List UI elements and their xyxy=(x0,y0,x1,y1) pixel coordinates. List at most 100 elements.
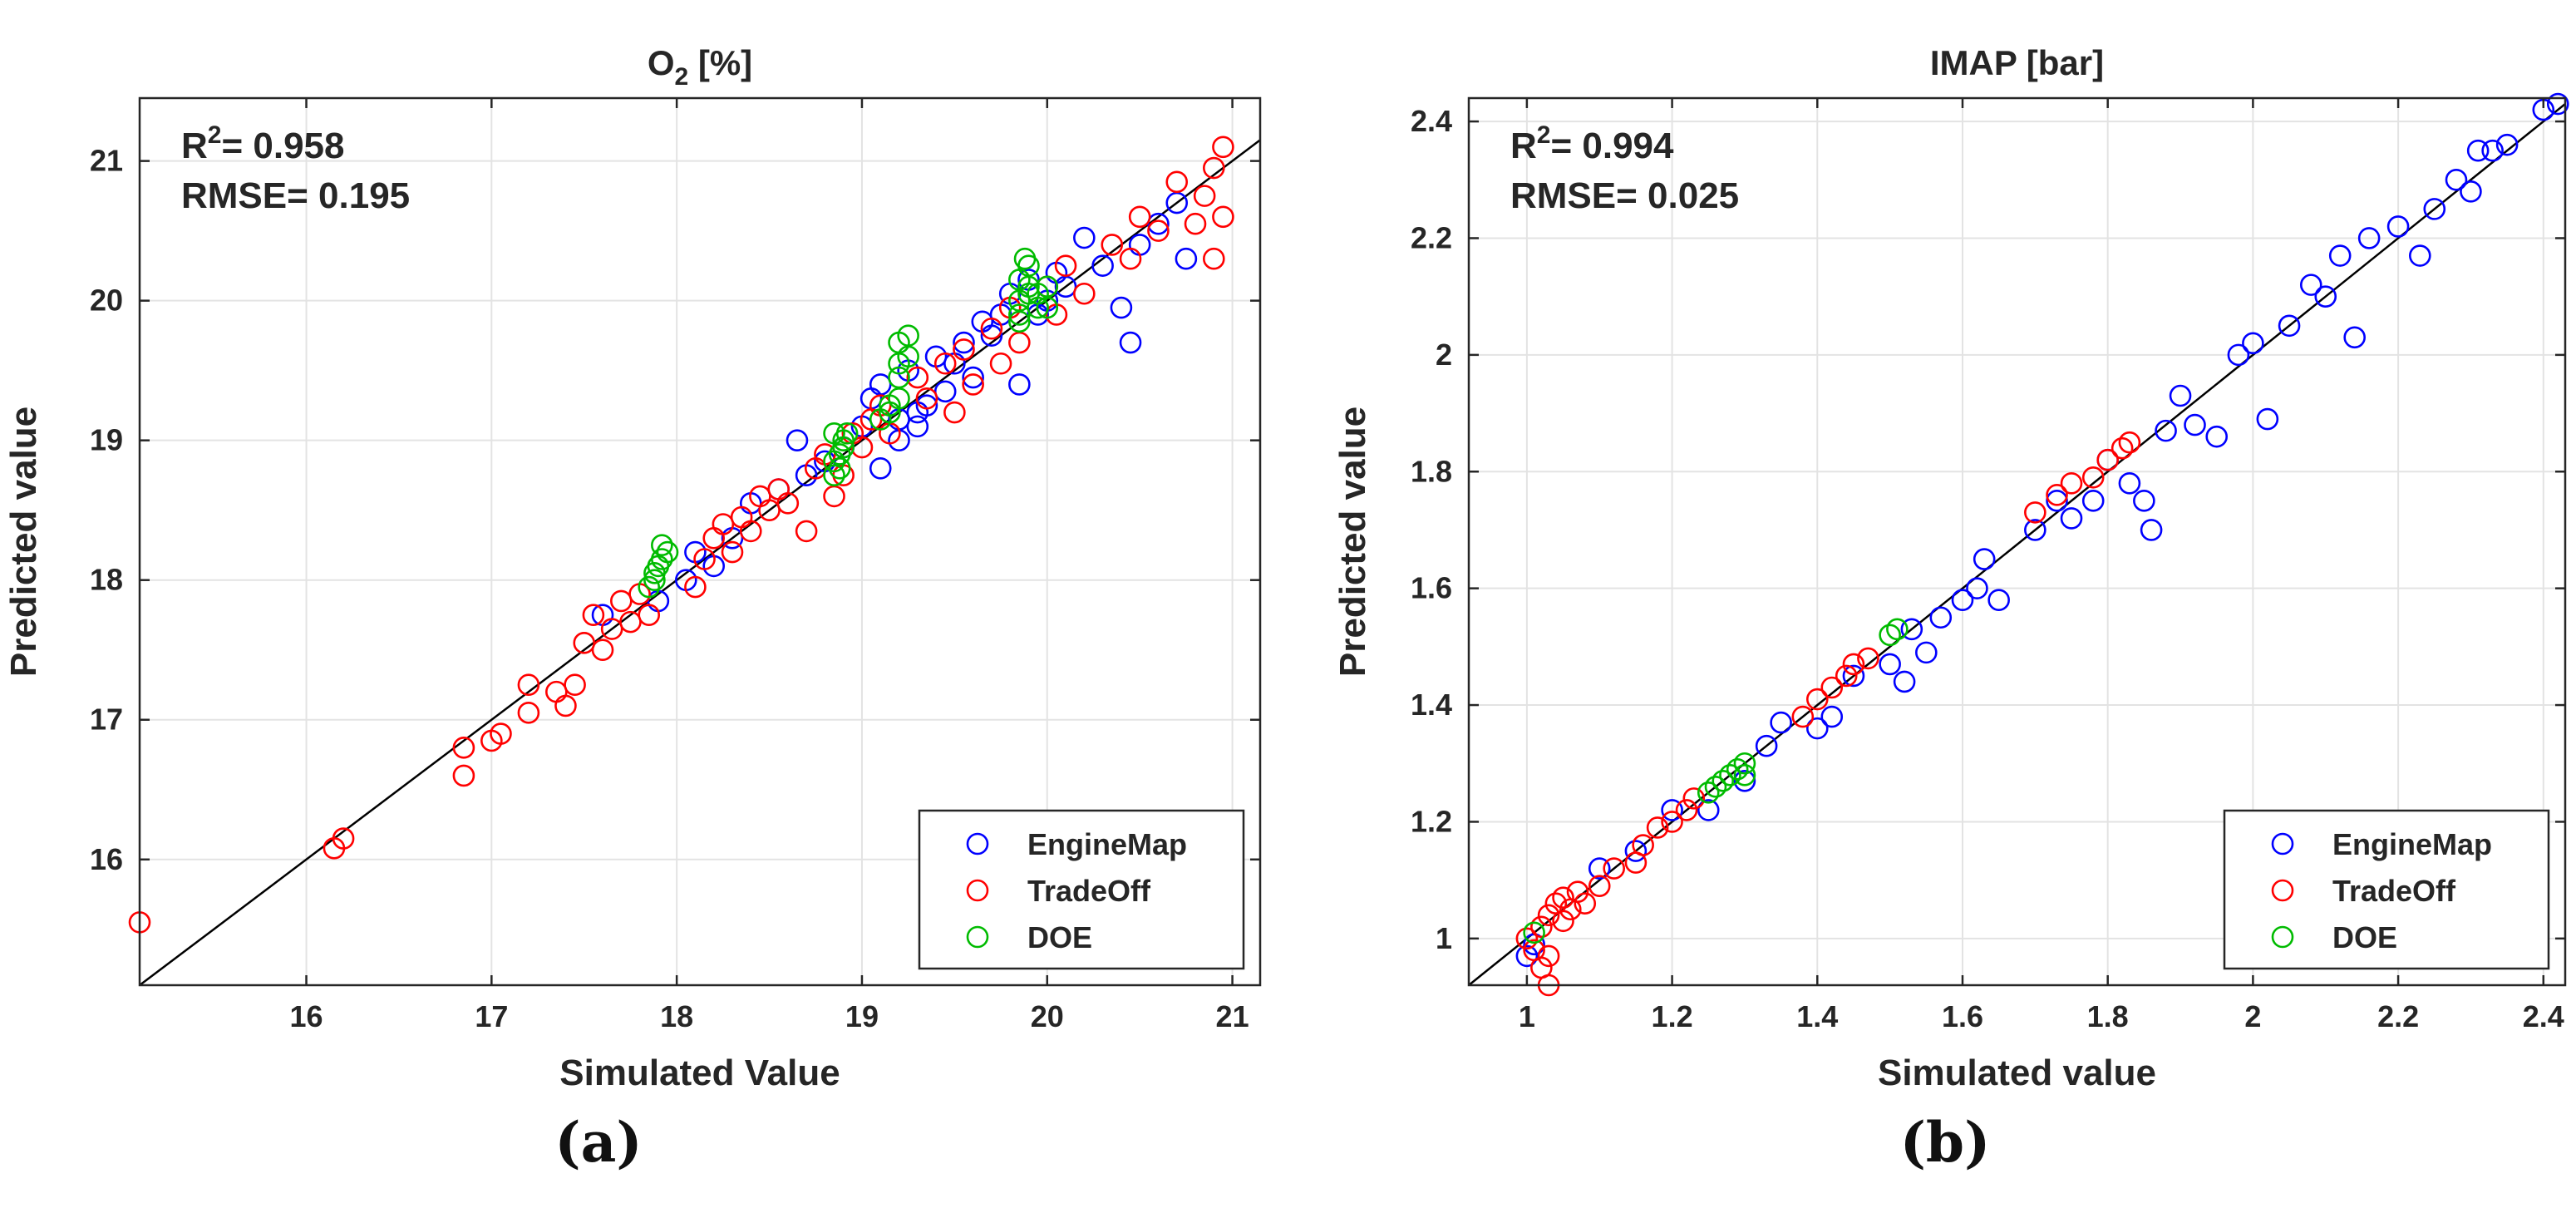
data-point xyxy=(1697,799,1720,821)
data-point xyxy=(2133,490,2155,512)
data-point xyxy=(2481,139,2504,162)
y-tick-label: 1 xyxy=(1436,921,1452,955)
series-doe xyxy=(638,247,1059,599)
data-point xyxy=(1175,247,1198,270)
data-point xyxy=(1733,763,1756,786)
data-point xyxy=(2184,413,2206,436)
data-point xyxy=(2046,484,2068,506)
data-point xyxy=(1008,310,1031,333)
data-point xyxy=(1212,136,1234,159)
data-point xyxy=(1973,548,1996,570)
data-point xyxy=(1202,247,1225,270)
data-point xyxy=(1951,589,1974,611)
data-point xyxy=(1624,840,1648,862)
data-point xyxy=(2096,448,2119,471)
data-point xyxy=(1893,670,1916,693)
data-point xyxy=(1212,205,1234,229)
legend-marker-doe xyxy=(2271,925,2294,949)
data-point xyxy=(2242,332,2264,355)
data-point xyxy=(721,540,744,564)
data-point xyxy=(2155,419,2177,442)
data-point xyxy=(1987,589,2010,611)
legend-label-doe: DOE xyxy=(2332,920,2397,954)
data-point xyxy=(1726,757,1749,781)
data-point xyxy=(943,401,966,424)
data-point xyxy=(1119,331,1142,354)
data-point xyxy=(739,520,762,543)
data-point xyxy=(1719,763,1741,786)
data-point xyxy=(1733,752,1756,775)
data-point xyxy=(795,520,818,543)
series-enginemap xyxy=(1515,92,2569,968)
data-point xyxy=(1770,711,1792,734)
data-point xyxy=(835,422,859,445)
data-point xyxy=(1879,653,1901,676)
legend-marker-tradeoff xyxy=(2271,879,2294,902)
data-point xyxy=(1900,618,1923,641)
data-point xyxy=(1119,247,1142,270)
data-point xyxy=(517,702,540,724)
data-point xyxy=(1755,734,1778,757)
data-point xyxy=(1537,904,1560,927)
data-point xyxy=(1523,921,1545,944)
x-tick-label: 1 xyxy=(1519,999,1535,1033)
y-tick-label: 2 xyxy=(1436,338,1452,372)
y-axis-label: Predicted value xyxy=(1332,407,1373,677)
data-point xyxy=(1704,776,1727,798)
data-point xyxy=(2495,133,2519,156)
data-point xyxy=(1574,892,1597,915)
data-point xyxy=(2024,501,2047,524)
data-point xyxy=(1552,886,1574,910)
y-tick-label: 2.2 xyxy=(1411,220,1452,254)
data-point xyxy=(1552,910,1574,933)
data-point xyxy=(2118,431,2141,454)
data-point xyxy=(452,764,475,787)
data-point xyxy=(2408,244,2431,267)
data-point xyxy=(915,387,938,410)
data-point xyxy=(693,548,716,570)
y-tick-label: 18 xyxy=(90,563,123,597)
data-point xyxy=(1530,915,1553,939)
chart-title: O2 [%] xyxy=(648,43,752,91)
data-point xyxy=(933,352,957,375)
data-point xyxy=(2256,407,2279,431)
data-point xyxy=(953,331,975,354)
data-point xyxy=(643,569,666,592)
chart-title: IMAP [bar] xyxy=(1930,43,2104,82)
data-point xyxy=(1712,770,1735,792)
y-tick-label: 1.8 xyxy=(1411,454,1452,488)
legend-label-tradeoff: TradeOff xyxy=(2332,874,2456,908)
data-point xyxy=(2445,168,2468,191)
data-point xyxy=(1110,296,1133,319)
data-point xyxy=(2466,139,2490,162)
data-point xyxy=(1588,857,1611,880)
y-tick-label: 1.4 xyxy=(1411,688,1452,722)
annotation-r2-label: R xyxy=(181,126,208,166)
data-point xyxy=(888,366,910,389)
data-point xyxy=(2423,198,2446,220)
x-tick-label: 21 xyxy=(1216,999,1249,1033)
data-point xyxy=(962,373,984,396)
data-point xyxy=(2046,490,2068,512)
data-point xyxy=(1091,254,1114,277)
legend-label-enginemap: EngineMap xyxy=(2332,827,2492,861)
data-point xyxy=(2111,436,2134,460)
data-point xyxy=(2460,180,2482,203)
legend-box xyxy=(918,809,1245,970)
x-tick-label: 1.4 xyxy=(1796,999,1838,1033)
data-point xyxy=(452,737,475,759)
data-point xyxy=(823,422,845,445)
legend-box xyxy=(2223,809,2550,970)
axes-box xyxy=(138,96,1262,987)
data-point xyxy=(869,456,892,480)
x-tick-label: 2.2 xyxy=(2377,999,2419,1033)
annotation-r2-exp: 2 xyxy=(208,121,222,149)
legend-marker-doe xyxy=(966,925,989,949)
data-point xyxy=(1733,770,1756,792)
series-tradeoff xyxy=(1515,431,2141,997)
y-tick-label: 17 xyxy=(90,703,123,737)
x-tick-label: 1.6 xyxy=(1942,999,1983,1033)
data-point xyxy=(517,673,540,697)
